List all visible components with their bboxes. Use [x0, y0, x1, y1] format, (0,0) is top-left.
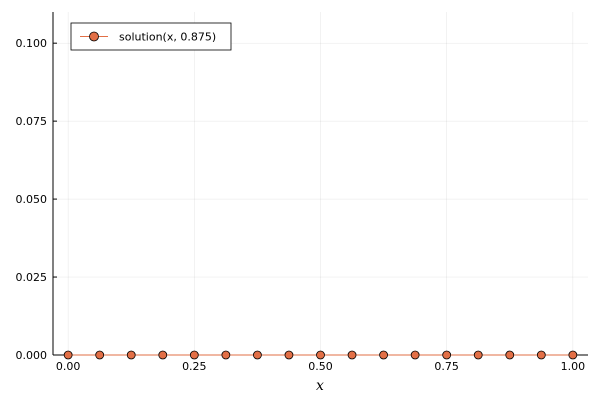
data-point — [126, 350, 136, 360]
y-tick-label: 0.100 — [16, 37, 48, 50]
x-tick-label: 0.50 — [308, 360, 333, 373]
data-point — [95, 350, 105, 360]
data-point — [189, 350, 199, 360]
data-point — [347, 350, 357, 360]
data-point — [316, 350, 325, 360]
y-tick-label: 0.025 — [16, 271, 48, 284]
y-tick-label: 0.000 — [16, 349, 48, 362]
data-point — [536, 350, 546, 360]
legend-label: solution(x, 0.875) — [119, 31, 216, 44]
legend-marker — [89, 31, 99, 42]
data-point — [63, 350, 73, 360]
data-point — [253, 350, 262, 360]
x-tick-label: 0.75 — [434, 360, 459, 373]
y-ticks: 0.000 0.025 0.050 0.075 0.100 — [16, 37, 57, 362]
x-axis-label: x — [316, 378, 324, 394]
y-tick-label: 0.075 — [16, 115, 48, 128]
data-point — [568, 350, 578, 360]
data-point — [284, 350, 294, 360]
x-tick-label: 1.00 — [561, 360, 586, 373]
legend: solution(x, 0.875) — [70, 22, 232, 51]
data-point — [221, 350, 231, 360]
series-layer — [63, 350, 578, 360]
data-point — [410, 350, 420, 360]
data-point — [379, 350, 388, 360]
grid — [53, 12, 588, 356]
x-tick-label: 0.25 — [182, 360, 207, 373]
data-point — [473, 350, 483, 360]
data-point — [158, 350, 168, 360]
data-point — [442, 350, 452, 360]
y-tick-label: 0.050 — [16, 193, 48, 206]
x-tick-label: 0.00 — [56, 360, 81, 373]
data-point — [505, 350, 515, 360]
